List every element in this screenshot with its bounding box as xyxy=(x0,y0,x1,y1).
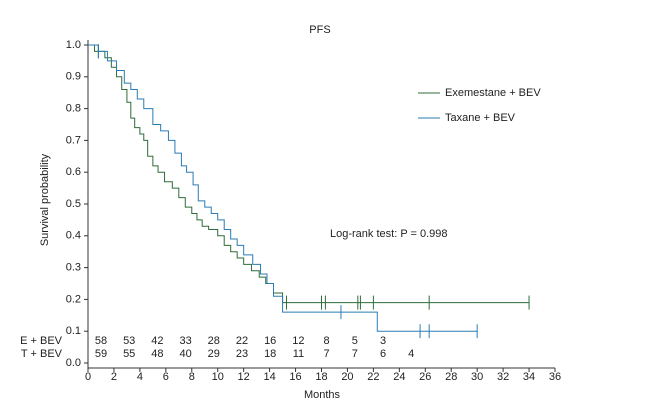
y-tick-label: 0.3 xyxy=(66,262,81,274)
risk-count: 16 xyxy=(264,335,276,347)
y-tick-label: 0.5 xyxy=(66,198,81,210)
y-tick-label: 1.0 xyxy=(66,39,81,51)
risk-count: 18 xyxy=(264,348,276,360)
risk-count: 33 xyxy=(179,335,191,347)
x-tick-label: 4 xyxy=(137,371,143,383)
survival-curve xyxy=(88,44,530,304)
risk-count: 23 xyxy=(236,348,248,360)
y-tick-label: 0.4 xyxy=(66,230,81,242)
x-tick-label: 0 xyxy=(85,371,91,383)
risk-count: 29 xyxy=(208,348,220,360)
risk-count: 42 xyxy=(151,335,163,347)
x-tick-label: 16 xyxy=(289,371,301,383)
risk-count: 28 xyxy=(208,335,220,347)
risk-count: 22 xyxy=(236,335,248,347)
risk-row-label: E + BEV xyxy=(20,335,63,347)
y-tick-label: 0.9 xyxy=(66,71,81,83)
y-tick-label: 0.2 xyxy=(66,293,81,305)
risk-count: 12 xyxy=(292,335,304,347)
y-tick-label: 0.1 xyxy=(66,325,81,337)
risk-count: 8 xyxy=(324,335,330,347)
risk-count: 48 xyxy=(151,348,163,360)
y-tick-label: 0.6 xyxy=(66,166,81,178)
x-axis-label: Months xyxy=(304,389,341,401)
risk-count: 4 xyxy=(408,348,414,360)
x-tick-label: 26 xyxy=(419,371,431,383)
risk-count: 55 xyxy=(123,348,135,360)
x-tick-label: 2 xyxy=(111,371,117,383)
risk-count: 11 xyxy=(293,348,304,360)
risk-count: 5 xyxy=(352,335,358,347)
x-tick-label: 32 xyxy=(497,371,509,383)
legend-label: Exemestane + BEV xyxy=(445,87,541,99)
x-tick-label: 22 xyxy=(367,371,379,383)
x-tick-label: 12 xyxy=(238,371,250,383)
x-tick-label: 8 xyxy=(189,371,195,383)
x-tick-label: 14 xyxy=(263,371,275,383)
risk-count: 6 xyxy=(380,348,386,360)
y-tick-label: 0.7 xyxy=(66,134,81,146)
x-tick-label: 34 xyxy=(523,371,535,383)
risk-count: 53 xyxy=(123,335,135,347)
x-tick-label: 20 xyxy=(341,371,353,383)
x-tick-label: 30 xyxy=(471,371,483,383)
y-axis-label: Survival probability xyxy=(39,153,51,246)
x-tick-label: 10 xyxy=(212,371,224,383)
x-tick-label: 36 xyxy=(549,371,561,383)
y-tick-label: 0.0 xyxy=(66,357,81,369)
x-tick-label: 18 xyxy=(315,371,327,383)
risk-count: 58 xyxy=(95,335,107,347)
y-tick-label: 0.8 xyxy=(66,103,81,115)
chart-title: PFS xyxy=(309,24,330,36)
risk-count: 7 xyxy=(324,348,330,360)
x-tick-label: 28 xyxy=(445,371,457,383)
risk-row-label: T + BEV xyxy=(21,348,63,360)
annotation: Log-rank test: P = 0.998 xyxy=(330,228,448,240)
survival-curve xyxy=(88,44,478,332)
risk-count: 59 xyxy=(95,348,107,360)
x-tick-label: 24 xyxy=(393,371,405,383)
risk-count: 3 xyxy=(380,335,386,347)
risk-count: 7 xyxy=(352,348,358,360)
legend-label: Taxane + BEV xyxy=(445,112,516,124)
risk-count: 40 xyxy=(179,348,191,360)
x-tick-label: 6 xyxy=(163,371,169,383)
